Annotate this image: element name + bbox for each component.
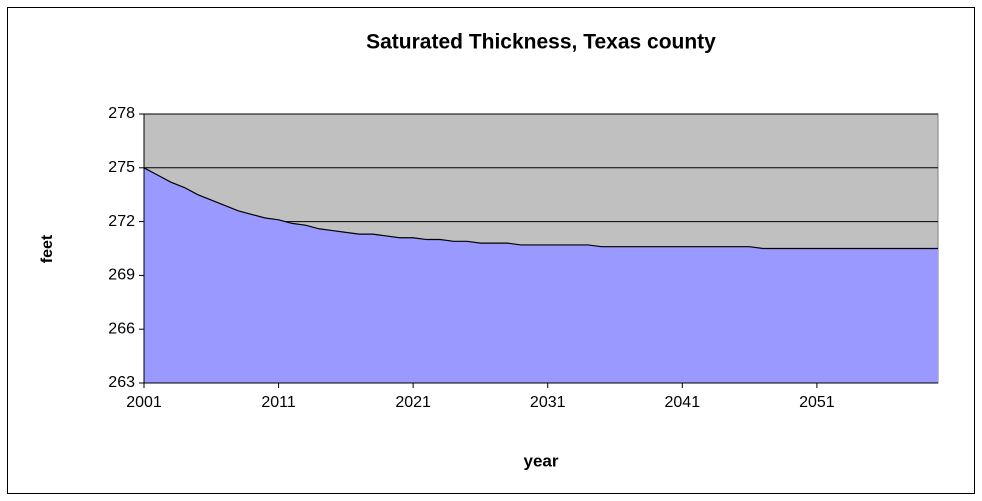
x-tick-label: 2001 [126,394,162,411]
area-outline [143,167,938,250]
y-tick-label: 263 [108,374,135,391]
y-tick-label: 269 [108,267,135,284]
y-axis-label: feet [39,234,56,263]
x-tick-label: 2011 [261,394,296,411]
y-tick-label: 272 [108,213,135,230]
chart-title: Saturated Thickness, Texas county [366,31,716,54]
y-tick-label: 266 [108,320,135,337]
y-tick-label: 275 [108,159,135,176]
y-tick-label: 278 [108,105,135,122]
x-tick-label: 2021 [395,394,431,411]
x-axis-label: year [524,451,559,470]
x-tick-label: 2041 [665,394,701,411]
x-tick-label: 2051 [799,394,835,411]
x-tick-label: 2031 [530,394,566,411]
area [144,167,938,383]
